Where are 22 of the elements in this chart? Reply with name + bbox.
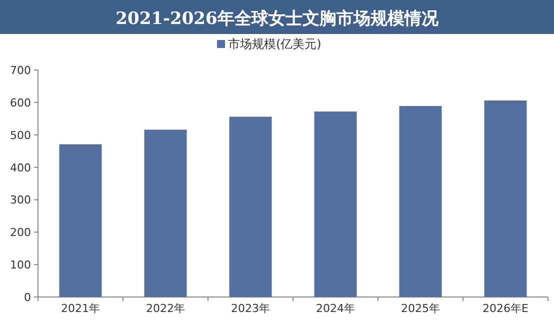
y-tick-label: 300	[10, 194, 31, 207]
y-tick-label: 200	[10, 226, 31, 240]
x-tick-label: 2026年E	[482, 302, 529, 315]
x-tick-label: 2023年	[231, 302, 270, 315]
x-tick-label: 2021年	[61, 302, 100, 315]
legend-label: 市场规模(亿美元)	[228, 37, 322, 51]
bar	[59, 144, 102, 297]
y-tick-label: 500	[10, 128, 31, 142]
x-tick-label: 2025年	[401, 302, 440, 315]
bar	[144, 130, 187, 297]
x-tick-label: 2022年	[146, 302, 185, 315]
bar	[484, 100, 527, 297]
y-tick-label: 400	[10, 161, 31, 174]
y-tick-label: 700	[10, 64, 31, 77]
bar	[314, 112, 357, 297]
y-tick-label: 100	[10, 258, 31, 272]
y-tick-label: 600	[10, 96, 31, 110]
y-tick-label: 0	[24, 291, 31, 304]
bar	[399, 106, 442, 297]
x-tick-label: 2024年	[316, 302, 355, 315]
chart-title: 2021-2026年全球女士文胸市场规模情况	[116, 9, 440, 29]
bar	[229, 116, 272, 297]
